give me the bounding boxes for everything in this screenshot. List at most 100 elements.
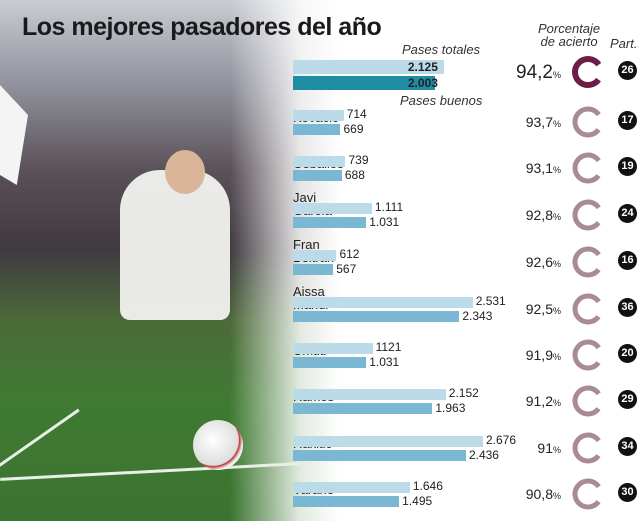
- ring-arc: [572, 246, 604, 278]
- player-row: Varane 1.646 1.495 90,8% 30: [293, 478, 640, 522]
- bar-total: [293, 203, 372, 214]
- player-row: KROOS 2.125 2.003 94,2% 26: [293, 56, 640, 100]
- label-total: 2.531: [475, 294, 506, 308]
- player-row: Fran Beltrán 612 567 92,6% 16: [293, 238, 640, 290]
- part-badge: 34: [618, 437, 637, 456]
- pct-ring-icon: [572, 293, 604, 325]
- pct-unit: %: [552, 398, 561, 408]
- ring-arc: [572, 56, 604, 88]
- pct-ring-icon: [572, 339, 604, 371]
- pct-unit: %: [552, 165, 561, 175]
- pct-value: 92,5%: [526, 301, 561, 317]
- page-title: Los mejores pasadores del año: [22, 13, 382, 41]
- pct-value: 91,2%: [526, 393, 561, 409]
- label-total: 739: [348, 153, 369, 167]
- pct-ring-icon: [572, 478, 604, 510]
- bar-good: [293, 403, 433, 414]
- pct-number: 93,7: [525, 114, 553, 130]
- bar-total: [293, 110, 344, 121]
- part-badge: 24: [618, 204, 637, 223]
- label-good: 1.031: [369, 355, 400, 369]
- bar-good: [293, 264, 334, 275]
- player-row: Umtiti 1121 1.031 91,9% 20: [293, 339, 640, 383]
- label-total: 1.646: [412, 479, 443, 493]
- pct-number: 92,6: [525, 254, 553, 270]
- pct-ring-icon: [572, 432, 604, 464]
- pct-unit: %: [552, 119, 561, 129]
- pct-value: 93,1%: [526, 160, 561, 176]
- pct-value: 91%: [537, 440, 561, 456]
- label-total: 2.676: [485, 433, 517, 447]
- bar-good: [293, 76, 436, 90]
- label-good: 669: [343, 122, 364, 136]
- part-badge: 16: [618, 251, 637, 270]
- part-badge: 30: [618, 483, 637, 502]
- label-good: 688: [344, 168, 365, 182]
- bar-good: [293, 217, 367, 228]
- player-figure: [120, 170, 230, 320]
- label-good: 2.343: [462, 309, 493, 323]
- pct-ring-icon: [572, 152, 604, 184]
- player-row: Rakitic 2.676 2.436 91% 34: [293, 432, 640, 476]
- label-total: 1121: [375, 340, 402, 354]
- bar-good: [293, 496, 400, 507]
- bar-total: [293, 156, 346, 167]
- ring-arc: [572, 152, 604, 184]
- pct-unit: %: [552, 212, 561, 222]
- bar-total: [293, 343, 373, 354]
- label-good: 2.003: [407, 76, 438, 90]
- label-total: 2.152: [448, 386, 479, 400]
- pct-value: 92,6%: [526, 254, 561, 270]
- part-badge: 20: [618, 344, 637, 363]
- pct-ring-icon: [572, 385, 604, 417]
- pct-number: 91: [537, 440, 553, 456]
- ring-arc: [572, 106, 604, 138]
- ring-arc: [572, 199, 604, 231]
- pct-unit: %: [552, 259, 561, 269]
- ball: [193, 420, 243, 470]
- bar-total: [293, 389, 446, 400]
- part-badge: 17: [618, 111, 637, 130]
- pct-number: 91,2: [525, 393, 553, 409]
- player-row: Kovacic 714 669 93,7% 17: [293, 106, 640, 150]
- bar-good: [293, 450, 466, 461]
- bar-total: [293, 250, 337, 261]
- ring-arc: [572, 339, 604, 371]
- label-total: 612: [339, 247, 360, 261]
- pct-number: 90,8: [525, 486, 553, 502]
- ring-arc: [572, 478, 604, 510]
- label-good: 1.495: [402, 494, 433, 508]
- pct-value: 90,8%: [526, 486, 561, 502]
- ring-arc: [572, 385, 604, 417]
- pct-unit: %: [552, 491, 561, 501]
- player-head: [165, 150, 205, 194]
- pct-ring-icon: [572, 199, 604, 231]
- part-badge: 19: [618, 157, 637, 176]
- ring-arc: [572, 432, 604, 464]
- pct-number: 92,5: [525, 301, 553, 317]
- header-total: Pases totales: [402, 42, 481, 57]
- pct-ring-icon: [572, 246, 604, 278]
- pct-ring-icon: [572, 56, 604, 88]
- label-good: 1.963: [435, 401, 466, 415]
- pct-number: 93,1: [525, 160, 553, 176]
- pct-unit: %: [552, 352, 561, 362]
- bar-total: [293, 436, 483, 447]
- label-good: 2.436: [468, 448, 499, 462]
- pct-unit: %: [552, 70, 561, 80]
- pct-ring-icon: [572, 106, 604, 138]
- bar-good: [293, 170, 342, 181]
- pct-number: 92,8: [525, 207, 553, 223]
- pct-number: 91,9: [525, 347, 553, 363]
- player-row: Aissa Mandi 2.531 2.343 92,5% 36: [293, 285, 640, 337]
- bar-total: [293, 297, 473, 308]
- pct-value: 91,9%: [526, 347, 561, 363]
- player-row: Ramos 2.152 1.963 91,2% 29: [293, 385, 640, 429]
- header-pct: Porcentaje de acierto: [538, 21, 601, 49]
- label-good: 1.031: [369, 215, 400, 229]
- part-badge: 29: [618, 390, 637, 409]
- bar-good: [293, 357, 367, 368]
- header-part: Part.: [610, 36, 638, 51]
- label-total: 714: [346, 107, 367, 121]
- part-badge: 26: [618, 61, 637, 80]
